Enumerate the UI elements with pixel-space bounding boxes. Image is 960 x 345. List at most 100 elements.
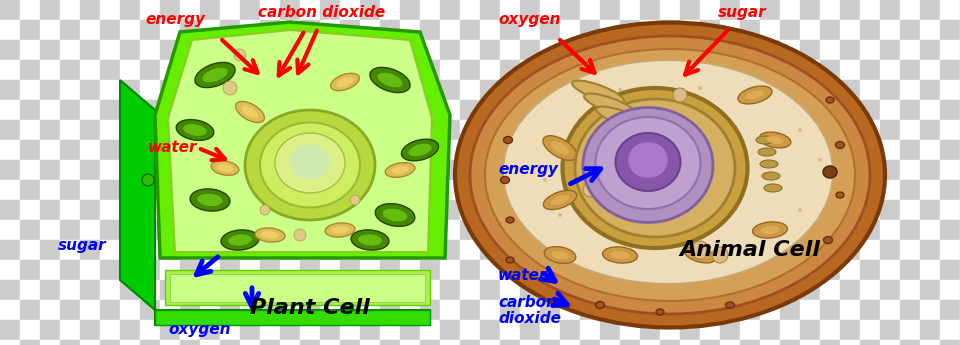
Bar [800,80,820,100]
Bar [0,260,20,280]
Bar [820,180,840,200]
Bar [720,160,740,180]
Bar [60,80,80,100]
Bar [200,40,220,60]
Bar [580,240,600,260]
Bar [360,260,380,280]
Bar [500,320,520,340]
Bar [200,60,220,80]
Bar [80,120,100,140]
Bar [480,280,500,300]
Bar [240,80,260,100]
Bar [320,0,340,20]
Bar [60,180,80,200]
Bar [600,0,620,20]
Bar [760,20,780,40]
Bar [700,40,720,60]
Bar [860,240,880,260]
Ellipse shape [358,234,382,246]
Bar [160,300,180,320]
Bar [80,0,100,20]
Bar [780,240,800,260]
Bar [940,200,960,220]
Bar [160,100,180,120]
Bar [280,320,300,340]
Circle shape [691,241,709,259]
Bar [840,200,860,220]
Bar [540,80,560,100]
Bar [60,300,80,320]
Bar [440,40,460,60]
Bar [560,240,580,260]
Bar [320,40,340,60]
Circle shape [583,183,597,197]
Bar [140,20,160,40]
Ellipse shape [836,192,844,198]
Bar [720,20,740,40]
Bar [740,80,760,100]
Ellipse shape [572,80,624,104]
Bar [140,260,160,280]
Bar [520,40,540,60]
Bar [260,120,280,140]
Ellipse shape [760,226,780,234]
Bar [380,140,400,160]
Bar [160,160,180,180]
Bar [20,40,40,60]
Bar [440,0,460,20]
Bar [220,300,240,320]
Bar [420,340,440,345]
Ellipse shape [197,193,223,207]
Bar [600,200,620,220]
Bar [180,280,200,300]
Circle shape [558,213,562,217]
Bar [320,60,340,80]
Bar [640,80,660,100]
Bar [820,160,840,180]
Bar [700,280,720,300]
Ellipse shape [370,67,410,92]
Text: Animal Cell: Animal Cell [680,240,821,260]
Bar [620,160,640,180]
Bar [320,180,340,200]
Bar [680,180,700,200]
Bar [500,180,520,200]
Bar [880,220,900,240]
Ellipse shape [615,133,681,191]
Bar [780,320,800,340]
Bar [20,300,40,320]
Bar [940,0,960,20]
Circle shape [758,233,762,237]
Bar [120,80,140,100]
Bar [400,160,420,180]
Bar [400,280,420,300]
Bar [560,160,580,180]
Bar [440,140,460,160]
Bar [640,320,660,340]
Bar [620,0,640,20]
Bar [220,180,240,200]
Bar [500,120,520,140]
Bar [680,320,700,340]
Ellipse shape [762,172,780,180]
Bar [660,220,680,240]
Bar [140,120,160,140]
Text: oxygen: oxygen [168,322,230,337]
Bar [680,240,700,260]
Bar [640,0,660,20]
Bar [940,40,960,60]
Bar [580,20,600,40]
Bar [920,40,940,60]
Bar [160,240,180,260]
Bar [720,320,740,340]
Bar [820,80,840,100]
Bar [780,220,800,240]
Bar [580,180,600,200]
Bar [540,320,560,340]
Bar [140,340,160,345]
Bar [540,340,560,345]
Bar [660,60,680,80]
Bar [0,180,20,200]
Bar [620,280,640,300]
Circle shape [142,174,154,186]
